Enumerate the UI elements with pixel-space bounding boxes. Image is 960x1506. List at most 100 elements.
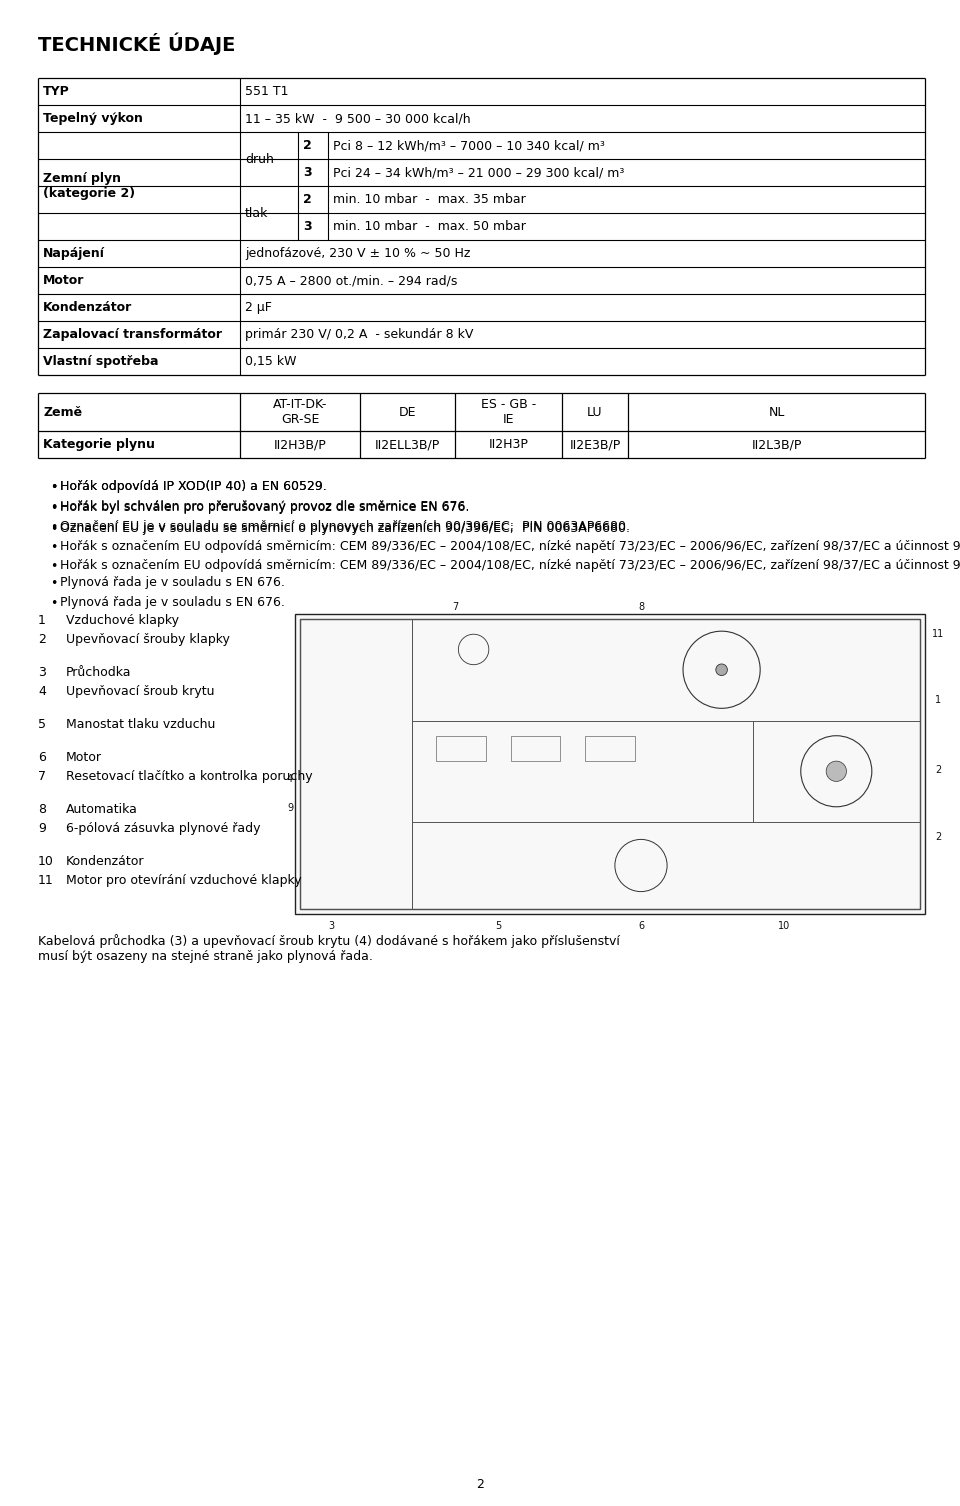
Text: Tepelný výkon: Tepelný výkon xyxy=(43,111,143,125)
Text: 5: 5 xyxy=(38,718,46,730)
Text: 8: 8 xyxy=(38,803,46,816)
Text: 11: 11 xyxy=(932,628,944,639)
Text: Hořák s označením EU odpovídá směrnicím: CEM 89/336/EC – 2004/108/EC, nízké napě: Hořák s označením EU odpovídá směrnicím:… xyxy=(60,541,960,553)
Text: •: • xyxy=(50,501,58,514)
Circle shape xyxy=(716,664,728,676)
Bar xyxy=(753,720,920,822)
Text: druh: druh xyxy=(245,152,274,166)
Text: •: • xyxy=(50,521,58,535)
Text: Manostat tlaku vzduchu: Manostat tlaku vzduchu xyxy=(66,718,215,730)
Text: 3: 3 xyxy=(303,166,312,179)
Text: Upevňovací šrouby klapky: Upevňovací šrouby klapky xyxy=(66,633,229,646)
Text: II2H3P: II2H3P xyxy=(489,438,528,450)
Text: Motor pro otevírání vzduchové klapky: Motor pro otevírání vzduchové klapky xyxy=(66,873,301,887)
Text: Zemní plyn
(kategorie 2): Zemní plyn (kategorie 2) xyxy=(43,172,135,200)
Bar xyxy=(412,720,753,822)
Text: 6-pólová zásuvka plynové řady: 6-pólová zásuvka plynové řady xyxy=(66,822,260,834)
Text: Pci 24 – 34 kWh/m³ – 21 000 – 29 300 kcal/ m³: Pci 24 – 34 kWh/m³ – 21 000 – 29 300 kca… xyxy=(333,166,624,179)
Bar xyxy=(300,619,920,910)
Text: II2L3B/P: II2L3B/P xyxy=(752,438,802,450)
Text: Kabelová průchodka (3) a upevňovací šroub krytu (4) dodávané s hořákem jako přís: Kabelová průchodka (3) a upevňovací šrou… xyxy=(38,934,620,962)
Text: 7: 7 xyxy=(38,770,46,783)
Text: •: • xyxy=(50,577,58,590)
Text: DE: DE xyxy=(398,405,417,419)
Text: Upevňovací šroub krytu: Upevňovací šroub krytu xyxy=(66,685,214,697)
Text: •: • xyxy=(50,523,58,536)
Text: •: • xyxy=(50,480,58,494)
Text: Země: Země xyxy=(43,405,83,419)
Text: jednofázové, 230 V ± 10 % ~ 50 Hz: jednofázové, 230 V ± 10 % ~ 50 Hz xyxy=(245,247,470,261)
Text: tlak: tlak xyxy=(245,206,269,220)
Text: Kondenzátor: Kondenzátor xyxy=(43,301,132,313)
Text: 3: 3 xyxy=(303,220,312,233)
Text: Hořák s označením EU odpovídá směrnicím: CEM 89/336/EC – 2004/108/EC, nízké napě: Hořák s označením EU odpovídá směrnicím:… xyxy=(60,559,960,572)
Text: •: • xyxy=(50,541,58,554)
Text: Hořák odpovídá IP XOD(IP 40) a EN 60529.: Hořák odpovídá IP XOD(IP 40) a EN 60529. xyxy=(60,480,326,492)
Text: TECHNICKÉ ÚDAJE: TECHNICKÉ ÚDAJE xyxy=(38,32,235,54)
Bar xyxy=(511,736,561,761)
Text: Resetovací tlačítko a kontrolka poruchy: Resetovací tlačítko a kontrolka poruchy xyxy=(66,770,313,783)
Text: 0,15 kW: 0,15 kW xyxy=(245,355,297,367)
Text: •: • xyxy=(50,596,58,610)
Text: NL: NL xyxy=(768,405,784,419)
Text: Motor: Motor xyxy=(66,751,102,764)
Text: 10: 10 xyxy=(778,922,790,931)
Text: 8: 8 xyxy=(638,602,644,611)
Text: 6: 6 xyxy=(38,751,46,764)
Text: min. 10 mbar  -  max. 50 mbar: min. 10 mbar - max. 50 mbar xyxy=(333,220,526,233)
Text: ES - GB -
IE: ES - GB - IE xyxy=(481,398,536,426)
Bar xyxy=(412,619,920,720)
Text: 1: 1 xyxy=(935,696,941,705)
Text: 6: 6 xyxy=(638,922,644,931)
Text: Plynová řada je v souladu s EN 676.: Plynová řada je v souladu s EN 676. xyxy=(60,596,285,608)
Text: 1: 1 xyxy=(38,614,46,626)
Text: II2E3B/P: II2E3B/P xyxy=(569,438,620,450)
Text: 11 – 35 kW  -  9 500 – 30 000 kcal/h: 11 – 35 kW - 9 500 – 30 000 kcal/h xyxy=(245,111,470,125)
Bar xyxy=(300,619,412,910)
Text: Kondenzátor: Kondenzátor xyxy=(66,855,145,867)
Text: Napájení: Napájení xyxy=(43,247,105,261)
Text: 11: 11 xyxy=(38,873,54,887)
Text: Plynová řada je v souladu s EN 676.: Plynová řada je v souladu s EN 676. xyxy=(60,575,285,589)
Text: Zapalovací transformátor: Zapalovací transformátor xyxy=(43,328,222,340)
Text: 2: 2 xyxy=(476,1477,484,1491)
Text: AT-IT-DK-
GR-SE: AT-IT-DK- GR-SE xyxy=(273,398,327,426)
Text: •: • xyxy=(50,501,58,515)
Text: Vzduchové klapky: Vzduchové klapky xyxy=(66,614,179,626)
Text: 2: 2 xyxy=(935,831,941,842)
Text: 4: 4 xyxy=(38,685,46,697)
Text: 3: 3 xyxy=(328,922,334,931)
Bar xyxy=(586,736,635,761)
Text: Označení EU je v souladu se směrnicí o plynovych zařízeních 90/396/EC;  PIN 0063: Označení EU je v souladu se směrnicí o p… xyxy=(60,520,630,533)
Text: Kategorie plynu: Kategorie plynu xyxy=(43,438,155,450)
Text: 7: 7 xyxy=(452,602,458,611)
Text: Motor: Motor xyxy=(43,274,84,288)
Text: 2: 2 xyxy=(303,139,312,152)
Circle shape xyxy=(827,761,847,782)
Text: II2H3B/P: II2H3B/P xyxy=(274,438,326,450)
Text: primár 230 V/ 0,2 A  - sekundár 8 kV: primár 230 V/ 0,2 A - sekundár 8 kV xyxy=(245,328,473,340)
Bar xyxy=(412,822,920,910)
Text: 2 μF: 2 μF xyxy=(245,301,272,313)
Text: Vlastní spotřeba: Vlastní spotřeba xyxy=(43,355,158,367)
Text: 2: 2 xyxy=(303,193,312,206)
Text: Označení EU je v souladu se směrnicí o plynovych zařízeních 90/396/EC;  PIN 0063: Označení EU je v souladu se směrnicí o p… xyxy=(60,523,630,535)
Text: 9: 9 xyxy=(287,803,293,813)
Bar xyxy=(437,736,486,761)
Text: Pci 8 – 12 kWh/m³ – 7000 – 10 340 kcal/ m³: Pci 8 – 12 kWh/m³ – 7000 – 10 340 kcal/ … xyxy=(333,139,605,152)
Text: 5: 5 xyxy=(495,922,501,931)
Bar xyxy=(295,614,925,914)
Text: 2: 2 xyxy=(38,633,46,646)
Text: 551 T1: 551 T1 xyxy=(245,84,289,98)
Text: 10: 10 xyxy=(38,855,54,867)
Text: 3: 3 xyxy=(38,666,46,679)
Text: 2: 2 xyxy=(935,765,941,774)
Text: Hořák byl schválen pro přerušovaný provoz dle směrnice EN 676.: Hořák byl schválen pro přerušovaný provo… xyxy=(60,501,469,514)
Text: LU: LU xyxy=(588,405,603,419)
Text: •: • xyxy=(50,480,58,494)
Text: Hořák odpovídá IP XOD(IP 40) a EN 60529.: Hořák odpovídá IP XOD(IP 40) a EN 60529. xyxy=(60,480,326,492)
Text: Automatika: Automatika xyxy=(66,803,138,816)
Text: 0,75 A – 2800 ot./min. – 294 rad/s: 0,75 A – 2800 ot./min. – 294 rad/s xyxy=(245,274,457,288)
Text: II2ELL3B/P: II2ELL3B/P xyxy=(374,438,440,450)
Text: 4: 4 xyxy=(287,774,293,783)
